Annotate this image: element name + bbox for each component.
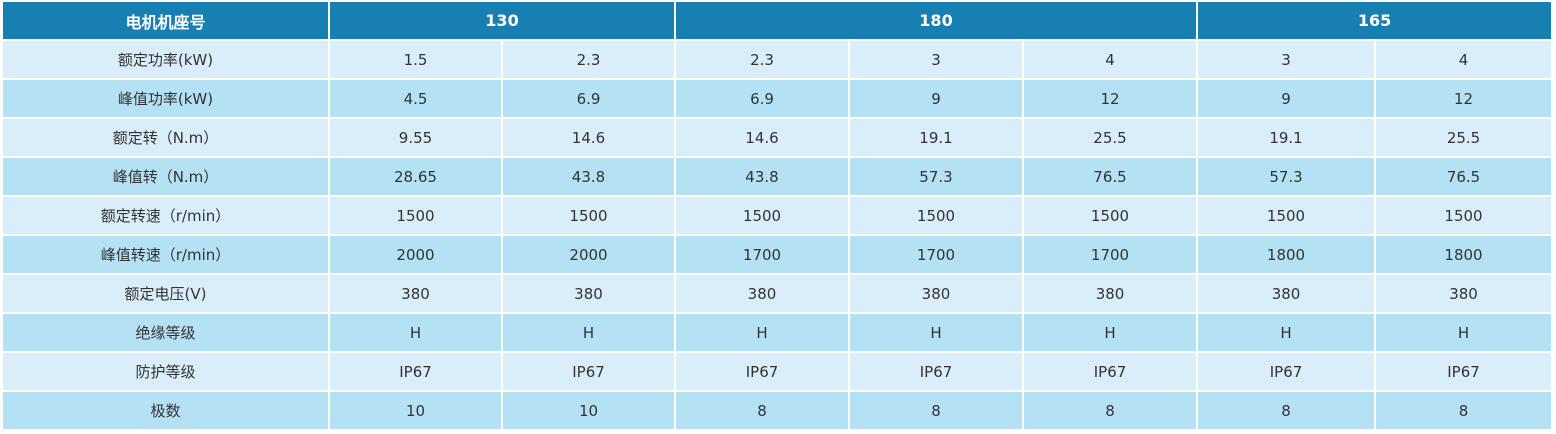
header-row: 电机机座号 130 180 165: [3, 2, 1552, 39]
cell: 43.8: [676, 158, 848, 195]
table-row: 防护等级 IP67 IP67 IP67 IP67 IP67 IP67 IP67: [3, 353, 1552, 390]
cell: IP67: [503, 353, 674, 390]
cell: 8: [850, 392, 1022, 429]
cell: 2.3: [676, 41, 848, 78]
table-row: 极数 10 10 8 8 8 8 8: [3, 392, 1552, 429]
cell: 6.9: [676, 80, 848, 117]
table-body: 额定功率(kW) 1.5 2.3 2.3 3 4 3 4 峰值功率(kW) 4.5 6.9 6.9 9 1…: [3, 41, 1552, 429]
table-row: 额定转速（r/min） 1500 1500 1500 1500 1500 1500 1500: [3, 197, 1552, 234]
cell: IP67: [1198, 353, 1375, 390]
cell: 2000: [330, 236, 501, 273]
table-row: 额定转（N.m） 9.55 14.6 14.6 19.1 25.5 19.1 25.5: [3, 119, 1552, 156]
cell: 1500: [1198, 197, 1375, 234]
cell: 28.65: [330, 158, 501, 195]
header-cell: 电机机座号: [3, 2, 328, 39]
cell: 1500: [676, 197, 848, 234]
header-cell: 180: [676, 2, 1197, 39]
cell: 4.5: [330, 80, 501, 117]
cell: IP67: [676, 353, 848, 390]
cell: 25.5: [1024, 119, 1197, 156]
cell: 10: [330, 392, 501, 429]
row-label: 峰值转速（r/min）: [3, 236, 328, 273]
cell: 57.3: [1198, 158, 1375, 195]
cell: 12: [1024, 80, 1197, 117]
row-label: 防护等级: [3, 353, 328, 390]
cell: 14.6: [503, 119, 674, 156]
cell: H: [330, 314, 501, 351]
table-row: 额定电压(V) 380 380 380 380 380 380 380: [3, 275, 1552, 312]
cell: 380: [1024, 275, 1197, 312]
cell: 1500: [503, 197, 674, 234]
cell: H: [1024, 314, 1197, 351]
cell: 380: [1376, 275, 1552, 312]
cell: 76.5: [1024, 158, 1197, 195]
cell: 1500: [1024, 197, 1197, 234]
cell: 12: [1376, 80, 1552, 117]
cell: 8: [1024, 392, 1197, 429]
cell: IP67: [1376, 353, 1552, 390]
cell: 1700: [1024, 236, 1197, 273]
cell: 8: [1198, 392, 1375, 429]
cell: 57.3: [850, 158, 1022, 195]
cell: 4: [1376, 41, 1552, 78]
cell: 1800: [1198, 236, 1375, 273]
row-label: 极数: [3, 392, 328, 429]
cell: H: [850, 314, 1022, 351]
row-label: 绝缘等级: [3, 314, 328, 351]
cell: H: [1198, 314, 1375, 351]
cell: IP67: [1024, 353, 1197, 390]
cell: 8: [676, 392, 848, 429]
row-label: 额定功率(kW): [3, 41, 328, 78]
cell: 1800: [1376, 236, 1552, 273]
cell: 1500: [850, 197, 1022, 234]
cell: 380: [503, 275, 674, 312]
header-cell: 130: [330, 2, 674, 39]
cell: 380: [676, 275, 848, 312]
cell: 1700: [676, 236, 848, 273]
cell: 9: [1198, 80, 1375, 117]
table-row: 绝缘等级 H H H H H H H: [3, 314, 1552, 351]
cell: 76.5: [1376, 158, 1552, 195]
cell: IP67: [850, 353, 1022, 390]
cell: 43.8: [503, 158, 674, 195]
cell: 9.55: [330, 119, 501, 156]
row-label: 额定转（N.m）: [3, 119, 328, 156]
cell: 10: [503, 392, 674, 429]
cell: IP67: [330, 353, 501, 390]
cell: 3: [1198, 41, 1375, 78]
cell: 1500: [330, 197, 501, 234]
row-label: 峰值转（N.m）: [3, 158, 328, 195]
row-label: 额定电压(V): [3, 275, 328, 312]
cell: 1.5: [330, 41, 501, 78]
cell: 380: [1198, 275, 1375, 312]
cell: 2000: [503, 236, 674, 273]
cell: 380: [330, 275, 501, 312]
cell: 380: [850, 275, 1022, 312]
cell: 4: [1024, 41, 1197, 78]
table-row: 峰值转（N.m） 28.65 43.8 43.8 57.3 76.5 57.3 76.5: [3, 158, 1552, 195]
table-row: 额定功率(kW) 1.5 2.3 2.3 3 4 3 4: [3, 41, 1552, 78]
row-label: 额定转速（r/min）: [3, 197, 328, 234]
cell: H: [1376, 314, 1552, 351]
row-label: 峰值功率(kW): [3, 80, 328, 117]
cell: H: [676, 314, 848, 351]
cell: 14.6: [676, 119, 848, 156]
cell: 19.1: [850, 119, 1022, 156]
cell: 6.9: [503, 80, 674, 117]
table-row: 峰值功率(kW) 4.5 6.9 6.9 9 12 9 12: [3, 80, 1552, 117]
cell: 3: [850, 41, 1022, 78]
table-row: 峰值转速（r/min） 2000 2000 1700 1700 1700 1800 1800: [3, 236, 1552, 273]
cell: 1700: [850, 236, 1022, 273]
header-cell: 165: [1198, 2, 1552, 39]
cell: 9: [850, 80, 1022, 117]
cell: 19.1: [1198, 119, 1375, 156]
cell: 2.3: [503, 41, 674, 78]
cell: 1500: [1376, 197, 1552, 234]
cell: H: [503, 314, 674, 351]
cell: 25.5: [1376, 119, 1552, 156]
cell: 8: [1376, 392, 1552, 429]
